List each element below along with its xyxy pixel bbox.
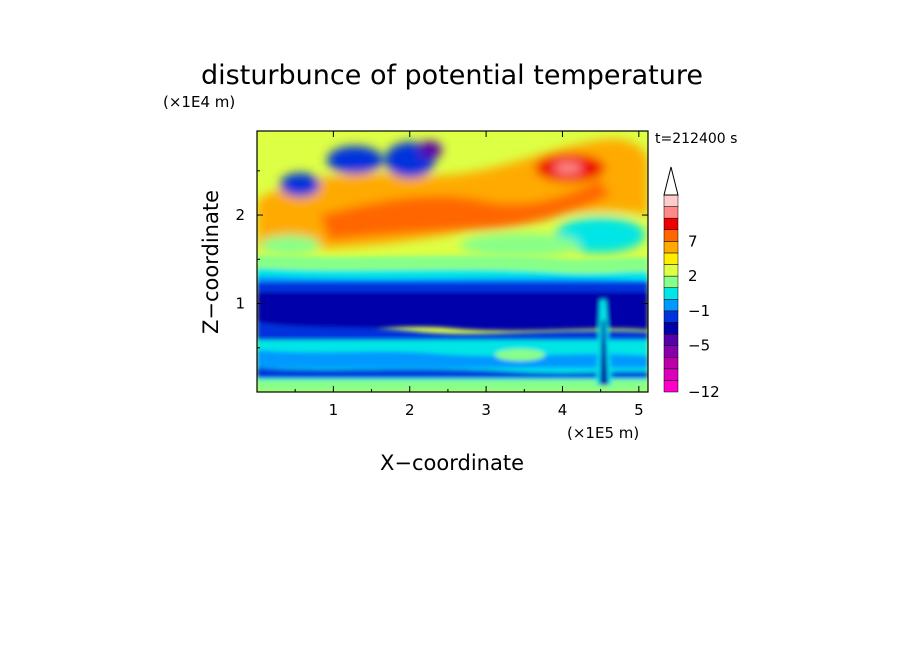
green-band — [257, 255, 648, 275]
colorbar-swatch — [663, 194, 679, 207]
y-unit-label: (×1E4 m) — [163, 93, 235, 111]
contour-field — [257, 131, 648, 392]
orange-band — [320, 180, 610, 240]
colorbar-swatch — [663, 299, 679, 312]
colorbar-swatch — [663, 287, 679, 300]
colorbar-swatch — [663, 310, 679, 323]
colorbar-extend-arrow — [663, 166, 679, 196]
bottom-green — [257, 380, 648, 392]
colorbar-swatch — [663, 252, 679, 265]
navy-layer — [257, 292, 648, 327]
x-tick-label: 1 — [329, 401, 339, 419]
colorbar-swatch — [663, 217, 679, 231]
colorbar-label: −12 — [688, 383, 720, 401]
lower-blue-streak — [257, 368, 648, 378]
colorbar-swatch — [663, 229, 679, 242]
x-axis: 1 2 3 4 5 — [294, 131, 644, 419]
colorbar-label: −1 — [688, 302, 710, 320]
colorbar-swatch — [663, 322, 679, 335]
y-tick-label: 2 — [235, 206, 245, 224]
colorbar-swatch — [663, 333, 679, 346]
cold-core — [418, 141, 442, 159]
x-unit-label: (×1E5 m) — [567, 424, 639, 442]
lower-light-blue — [257, 350, 648, 368]
lower-blue-layer — [257, 322, 648, 345]
colorbar-swatch — [663, 241, 679, 254]
cold-blob-2 — [327, 146, 383, 174]
time-label: t=212400 s — [655, 131, 737, 147]
x-tick-label: 5 — [634, 401, 644, 419]
x-tick-label: 2 — [405, 401, 415, 419]
y-axis-label: Z−coordinate — [199, 190, 223, 334]
green-patch-1 — [460, 233, 580, 257]
colorbar-label: 7 — [688, 232, 698, 250]
lower-green-patch — [495, 349, 545, 361]
colorbar-swatch — [663, 368, 679, 381]
y-axis: 12 — [235, 170, 648, 349]
x-tick-label: 3 — [481, 401, 491, 419]
y-tick-label: 1 — [235, 295, 245, 313]
cold-blob-1 — [280, 173, 320, 197]
colorbar-swatch — [663, 264, 679, 277]
hot-peak — [554, 162, 582, 174]
colorbar-label: −5 — [688, 337, 710, 355]
x-axis-label: X−coordinate — [380, 451, 524, 475]
colorbar-swatch — [663, 275, 679, 288]
chart-title: disturbunce of potential temperature — [201, 60, 703, 91]
colorbar-swatch — [663, 380, 679, 393]
colorbar: −12−5−127 — [663, 166, 720, 401]
green-patch-2 — [260, 235, 320, 255]
colorbar-swatch — [663, 356, 679, 370]
x-tick-label: 4 — [558, 401, 568, 419]
colorbar-label: 2 — [688, 267, 698, 285]
plume-core — [600, 320, 608, 385]
colorbar-swatch — [663, 345, 679, 358]
colorbar-swatch — [663, 206, 679, 219]
plot-frame — [256, 130, 649, 393]
